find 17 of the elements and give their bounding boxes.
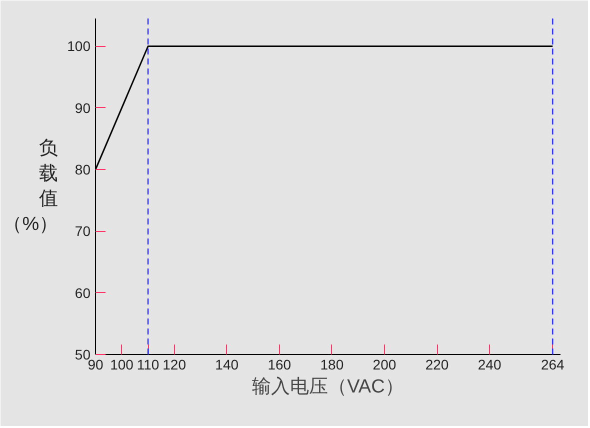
y-tick-label: 100 — [67, 38, 91, 54]
y-tick-label: 90 — [74, 100, 91, 116]
x-tick-label: 110 — [136, 356, 160, 372]
x-axis-title: 输入电压（VAC） — [252, 376, 404, 398]
x-tick-label: 200 — [372, 356, 396, 372]
x-tick-label: 160 — [268, 356, 292, 372]
x-tick-label: 264 — [540, 356, 565, 372]
x-tick-label: 120 — [162, 356, 186, 372]
y-tick-label: 70 — [74, 223, 91, 240]
x-tick-label: 240 — [478, 356, 502, 372]
y-axis-title: 负载值（%） — [3, 138, 58, 235]
x-tick-label: 140 — [215, 356, 239, 372]
x-tick-label: 180 — [320, 356, 344, 372]
x-tick-label: 100 — [110, 356, 134, 372]
y-tick-label: 60 — [74, 284, 91, 301]
y-tick-label: 80 — [74, 162, 91, 178]
x-tick-label: 220 — [425, 356, 449, 372]
